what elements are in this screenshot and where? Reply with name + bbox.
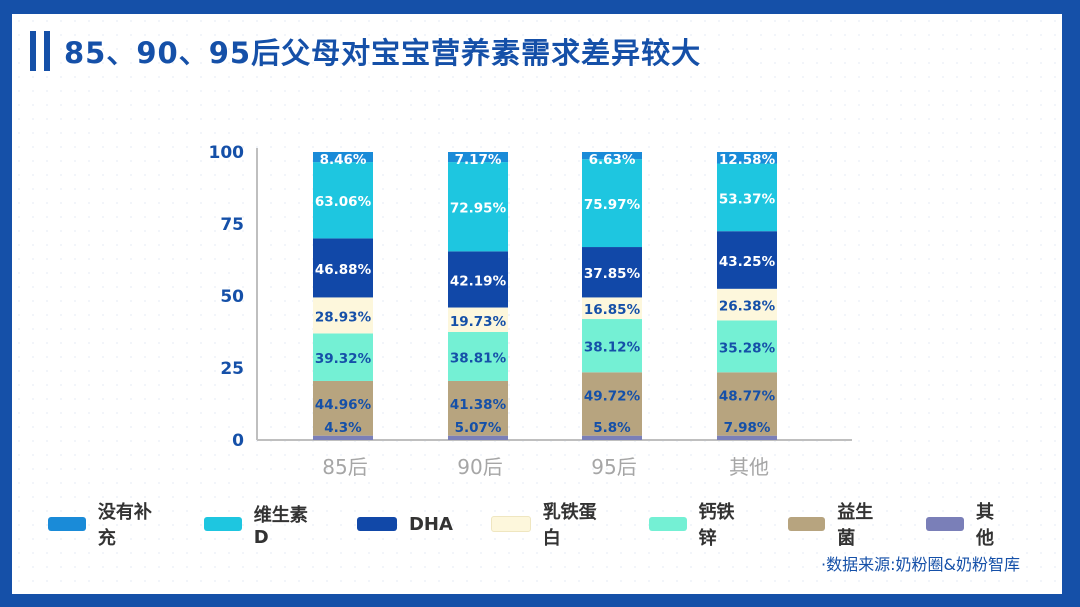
legend-swatch <box>787 517 826 531</box>
bar-segment <box>313 333 373 381</box>
data-label: 12.58% <box>719 152 776 168</box>
bar-segment <box>582 247 642 298</box>
bar-segment <box>717 288 777 321</box>
y-tick-label: 75 <box>220 215 244 235</box>
bar-segment <box>448 152 508 163</box>
legend-item: 钙铁锌 <box>648 498 750 550</box>
legend-label: 钙铁锌 <box>698 502 735 549</box>
data-label: 16.85% <box>584 302 641 318</box>
source-note: ·数据来源:奶粉圈&奶粉智库 <box>821 555 1020 574</box>
page-title: 85、90、95后父母对宝宝营养素需求差异较大 <box>64 36 702 70</box>
y-tick-label: 50 <box>220 287 244 307</box>
bar-segment <box>582 152 642 160</box>
y-tick-label: 25 <box>220 359 244 379</box>
bar-segment <box>448 307 508 332</box>
bar-segment <box>313 297 373 334</box>
legend-label: 乳铁蛋白 <box>542 502 597 549</box>
bar-segment <box>448 435 508 440</box>
data-label: 63.06% <box>315 194 372 210</box>
legend-label: 维生素D <box>253 504 308 548</box>
data-label: 7.98% <box>724 420 771 436</box>
legend-item: 其他 <box>926 498 1010 550</box>
bar-segment <box>582 435 642 440</box>
bar-segment <box>313 435 373 440</box>
bar-segment <box>582 319 642 373</box>
bar-segment <box>582 297 642 320</box>
data-label: 43.25% <box>719 254 776 270</box>
bar-segment <box>313 162 373 239</box>
x-tick-label: 85后 <box>322 455 367 479</box>
data-label: 46.88% <box>315 262 372 278</box>
data-label: 26.38% <box>719 299 776 315</box>
bar-segment <box>582 159 642 248</box>
legend-item: 没有补充 <box>48 498 166 550</box>
legend-label: 没有补充 <box>97 502 152 549</box>
bar-segment <box>313 380 373 436</box>
legend-swatch <box>648 517 687 531</box>
data-label: 75.97% <box>584 197 641 213</box>
bar-segment <box>448 251 508 308</box>
data-label: 72.95% <box>450 201 507 217</box>
y-tick-label: 0 <box>232 431 244 451</box>
legend-item: DHA <box>356 498 453 550</box>
legend-label: DHA <box>408 513 453 535</box>
data-label: 5.8% <box>593 420 631 436</box>
legend-swatch <box>926 517 965 531</box>
bar-segment <box>313 152 373 163</box>
bar-segment <box>448 380 508 436</box>
data-label: 8.46% <box>320 152 367 168</box>
legend-swatch <box>203 517 242 531</box>
x-tick-label: 其他 <box>729 455 769 479</box>
bar-segment <box>448 332 508 381</box>
bar-segment <box>717 231 777 289</box>
data-label: 4.3% <box>324 420 362 436</box>
bar-segment <box>717 372 777 436</box>
legend-item: 乳铁蛋白 <box>490 498 611 550</box>
chart-legend: 没有补充 维生素D DHA 乳铁蛋白 钙铁锌 益生菌 其他 <box>48 498 1048 550</box>
data-label: 48.77% <box>719 388 776 404</box>
data-label: 41.38% <box>450 397 507 413</box>
data-label: 6.63% <box>589 152 636 168</box>
bar-segment <box>717 163 777 232</box>
data-label: 37.85% <box>584 266 641 282</box>
bar-segment <box>717 152 777 164</box>
data-label: 35.28% <box>719 340 776 356</box>
data-label: 28.93% <box>315 309 372 325</box>
x-tick-label: 90后 <box>457 455 502 479</box>
bar-segment <box>448 162 508 252</box>
data-label: 44.96% <box>315 397 372 413</box>
legend-item: 益生菌 <box>787 498 889 550</box>
legend-swatch <box>490 516 531 532</box>
data-label: 5.07% <box>455 420 502 436</box>
bar-segment <box>717 320 777 373</box>
data-label: 42.19% <box>450 273 507 289</box>
bar-segment <box>313 238 373 298</box>
legend-item: 维生素D <box>203 498 319 550</box>
data-label: 19.73% <box>450 314 507 330</box>
title-accent <box>44 31 50 71</box>
legend-label: 其他 <box>976 502 995 549</box>
title-accent <box>30 31 36 71</box>
data-label: 7.17% <box>455 152 502 168</box>
legend-swatch <box>48 517 86 531</box>
data-label: 38.81% <box>450 350 507 366</box>
y-tick-label: 100 <box>209 143 245 163</box>
data-label: 39.32% <box>315 351 372 367</box>
legend-swatch <box>356 517 397 531</box>
slide-frame <box>12 14 1062 594</box>
legend-label: 益生菌 <box>837 502 874 549</box>
x-tick-label: 95后 <box>591 455 636 479</box>
bar-segment <box>717 435 777 440</box>
data-label: 38.12% <box>584 340 641 356</box>
data-label: 53.37% <box>719 191 776 207</box>
bar-segment <box>582 372 642 436</box>
title-bar: 85、90、95后父母对宝宝营养素需求差异较大 <box>30 30 701 72</box>
data-label: 49.72% <box>584 388 641 404</box>
